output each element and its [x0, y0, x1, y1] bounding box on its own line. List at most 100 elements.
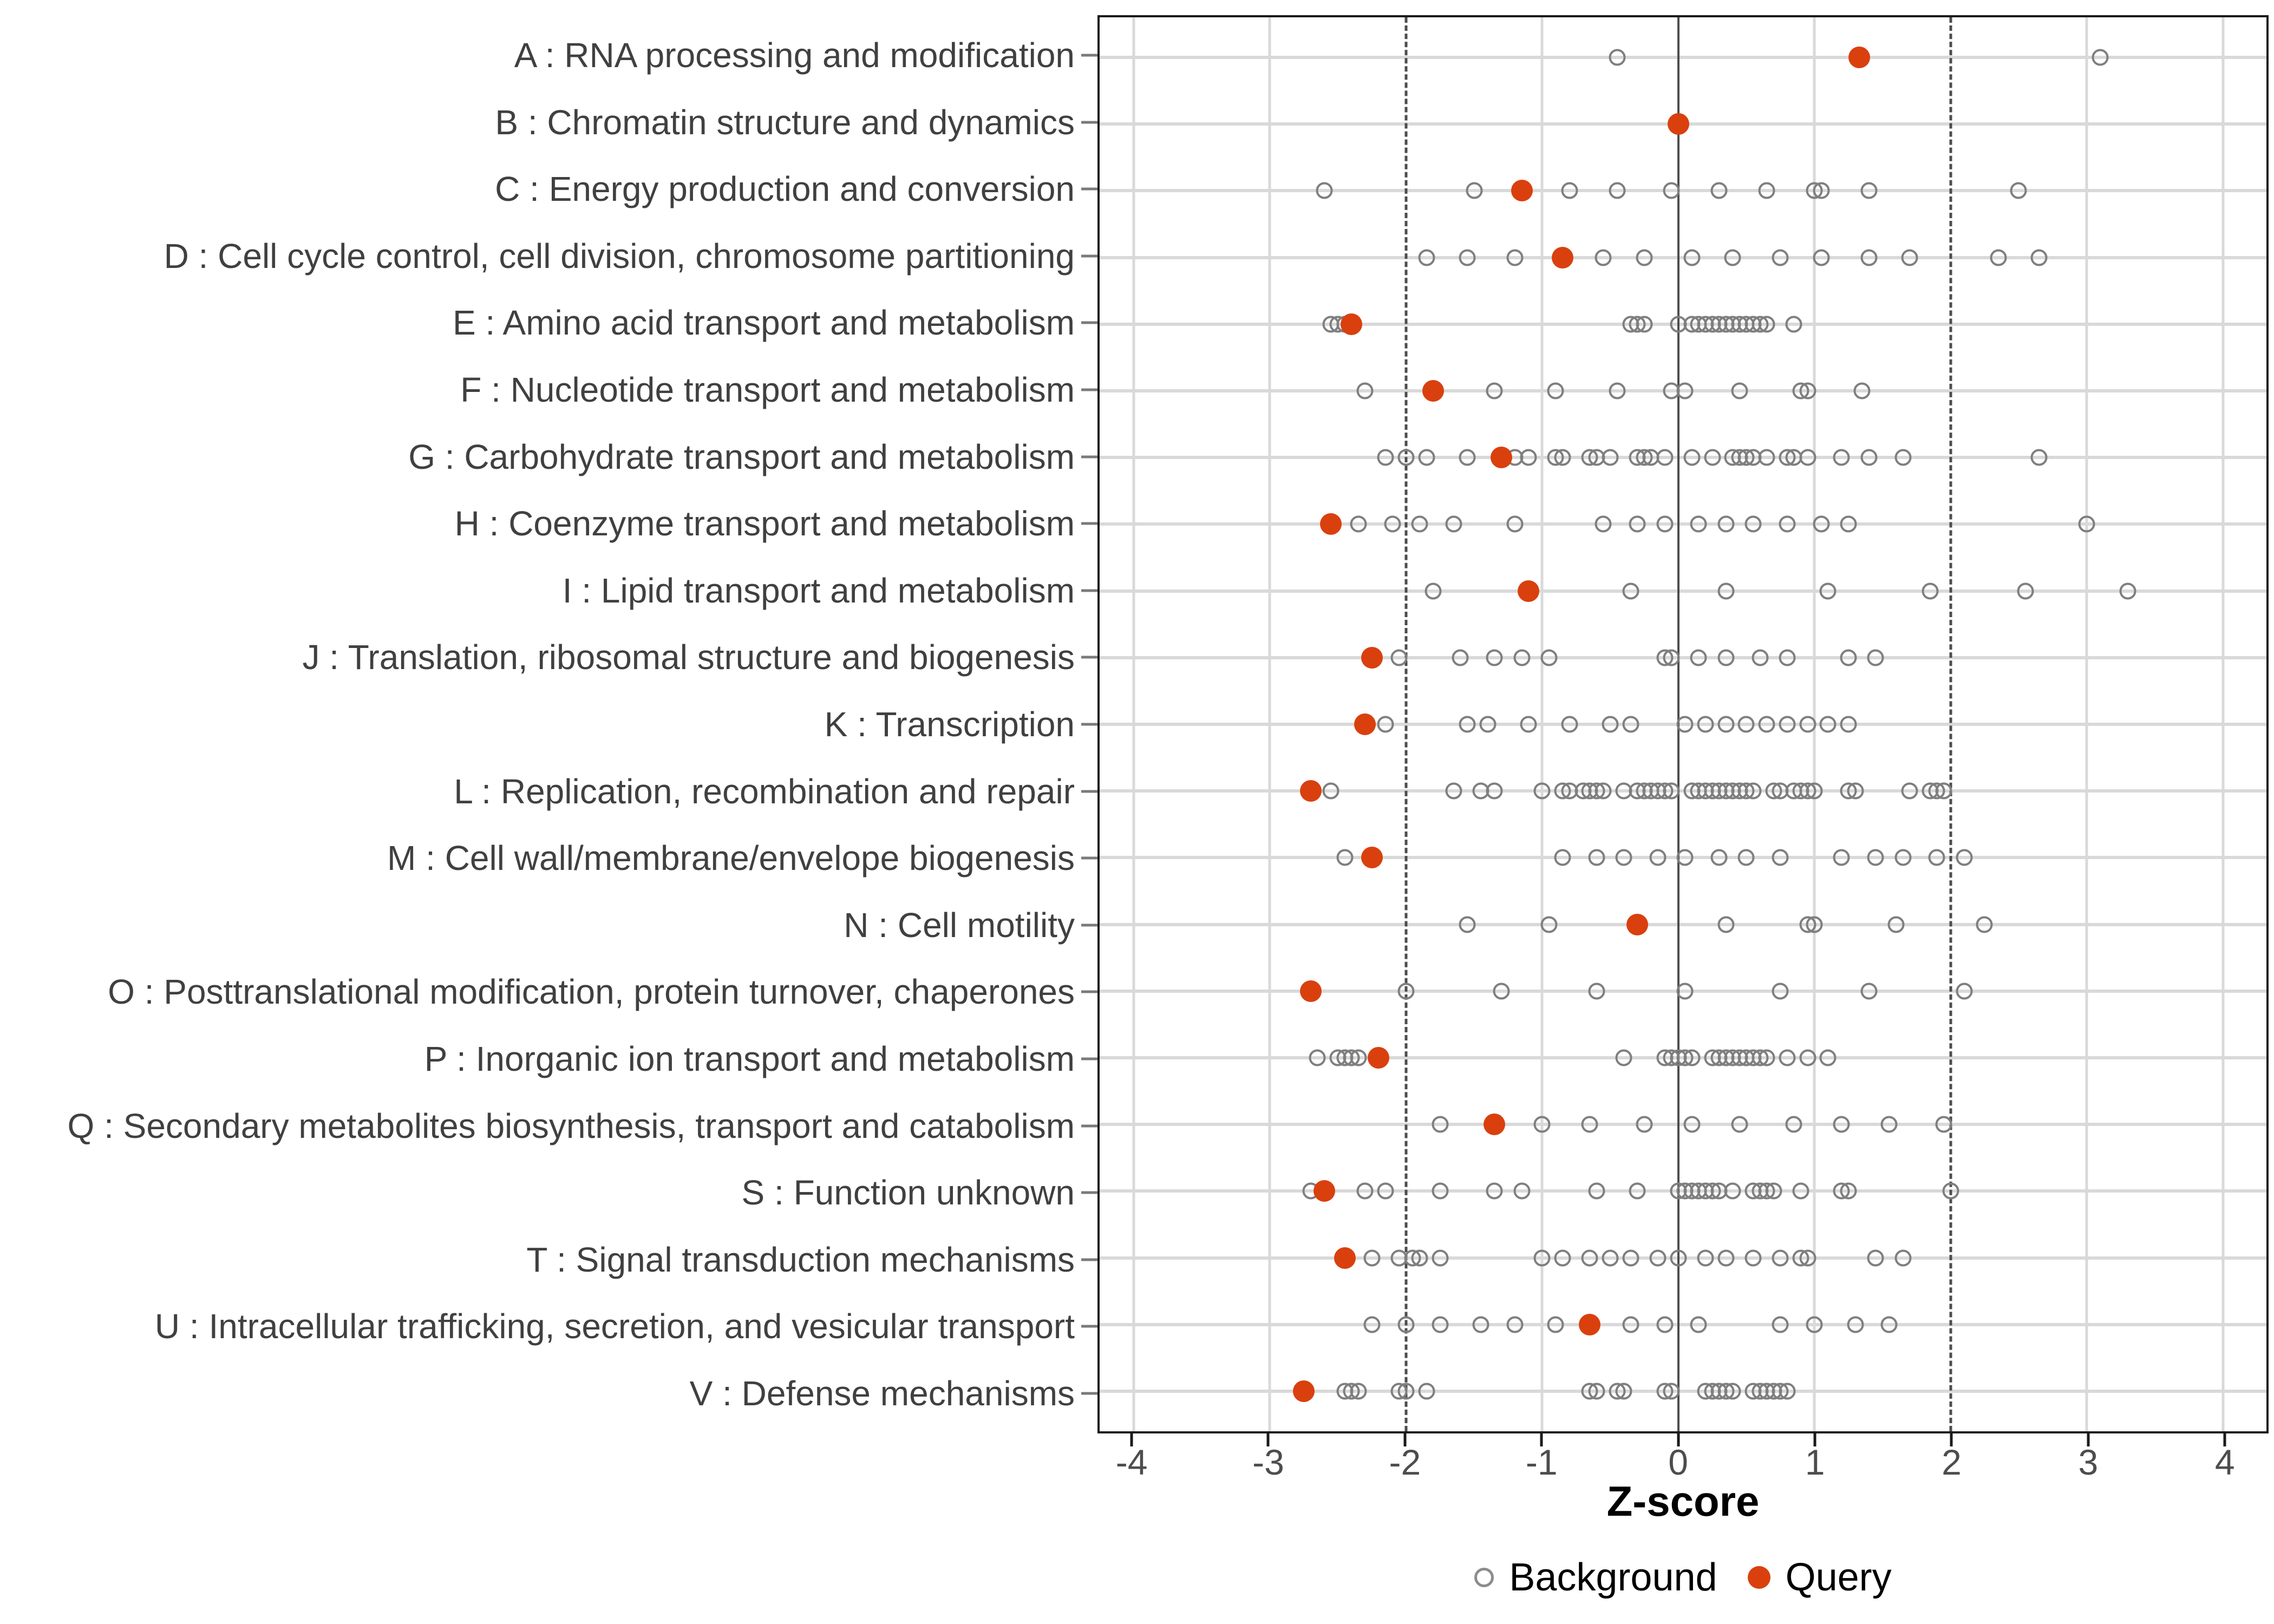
background-point: [1554, 449, 1571, 466]
background-point: [1772, 849, 1789, 866]
background-point: [1956, 849, 1973, 866]
y-tick-J: [1081, 656, 1097, 659]
background-point: [1758, 182, 1775, 199]
background-point: [1397, 1383, 1415, 1400]
background-point: [1595, 782, 1612, 800]
background-point: [1840, 716, 1857, 733]
background-point: [1690, 1316, 1707, 1333]
y-tick-G: [1081, 455, 1097, 459]
background-point: [1690, 649, 1707, 666]
background-point: [1663, 782, 1680, 800]
category-label-U: U : Intracellular trafficking, secretion…: [154, 1307, 1075, 1346]
gridline-row-A: [1100, 55, 2266, 59]
query-point: [1551, 246, 1573, 269]
background-point: [1649, 849, 1667, 866]
category-label-K: K : Transcription: [824, 705, 1075, 744]
background-point: [1860, 983, 1878, 1000]
gridline-row-U: [1100, 1322, 2266, 1326]
background-point: [1316, 182, 1333, 199]
background-point: [1894, 449, 1912, 466]
background-point: [1459, 449, 1476, 466]
background-point: [1840, 649, 1857, 666]
x-tick-label--4: -4: [1115, 1442, 1148, 1482]
background-point: [1547, 382, 1564, 400]
background-point: [1588, 1182, 1605, 1200]
background-point: [1860, 449, 1878, 466]
gridline-row-L: [1100, 789, 2266, 793]
background-point: [1731, 1116, 1748, 1133]
background-point: [1867, 849, 1884, 866]
background-point: [1615, 1049, 1632, 1066]
y-tick-U: [1081, 1325, 1097, 1328]
x-tick-2: [1950, 1433, 1953, 1446]
category-label-N: N : Cell motility: [844, 905, 1075, 945]
background-point: [1390, 649, 1408, 666]
background-point: [1459, 716, 1476, 733]
gridline-row-Q: [1100, 1123, 2266, 1127]
background-point: [1636, 249, 1653, 266]
background-point: [1622, 1249, 1639, 1267]
background-point: [2017, 582, 2034, 600]
query-point: [1484, 1114, 1506, 1136]
x-tick--2: [1403, 1433, 1407, 1446]
y-tick-L: [1081, 790, 1097, 793]
background-point: [1472, 1316, 1489, 1333]
background-point: [1309, 1049, 1326, 1066]
background-point: [1847, 1316, 1864, 1333]
background-point: [1901, 782, 1918, 800]
query-point: [1667, 113, 1689, 135]
background-point: [1779, 1049, 1796, 1066]
background-point: [1717, 582, 1735, 600]
background-point: [1432, 1249, 1449, 1267]
category-label-O: O : Posttranslational modification, prot…: [108, 972, 1075, 1012]
background-point: [1609, 182, 1626, 199]
x-tick-0: [1677, 1433, 1680, 1446]
background-point: [2119, 582, 2136, 600]
background-point: [1840, 515, 1857, 533]
background-point: [1785, 1116, 1802, 1133]
y-axis-labels: A : RNA processing and modification B : C…: [0, 15, 1075, 1433]
query-point: [1361, 847, 1383, 869]
category-label-S: S : Function unknown: [741, 1173, 1075, 1213]
category-label-T: T : Signal transduction mechanisms: [526, 1240, 1075, 1279]
query-point: [1334, 1247, 1356, 1269]
background-point: [1445, 782, 1462, 800]
category-label-C: C : Energy production and conversion: [495, 169, 1075, 209]
background-point: [1663, 182, 1680, 199]
background-point: [1813, 249, 1830, 266]
background-point: [1880, 1116, 1898, 1133]
background-point: [1799, 449, 1816, 466]
background-point: [1397, 1316, 1415, 1333]
background-point: [1377, 716, 1394, 733]
background-point: [1663, 649, 1680, 666]
x-tick-3: [2087, 1433, 2090, 1446]
background-point: [1411, 1249, 1428, 1267]
background-point: [1710, 182, 1728, 199]
background-point: [1867, 1249, 1884, 1267]
gridline-x--4: [1132, 17, 1135, 1431]
category-label-J: J : Translation, ribosomal structure and…: [302, 638, 1075, 677]
background-point: [1588, 1383, 1605, 1400]
background-point: [1717, 916, 1735, 933]
background-point: [1758, 316, 1775, 333]
background-point: [1901, 249, 1918, 266]
background-point: [1779, 649, 1796, 666]
category-label-H: H : Coenzyme transport and metabolism: [454, 504, 1075, 543]
background-point: [1928, 849, 1945, 866]
background-point: [1363, 1316, 1381, 1333]
background-point: [1737, 716, 1755, 733]
background-point: [1418, 249, 1435, 266]
background-point: [1486, 782, 1503, 800]
background-point: [1336, 849, 1354, 866]
y-tick-H: [1081, 522, 1097, 525]
y-tick-O: [1081, 990, 1097, 993]
background-point: [1690, 515, 1707, 533]
background-point: [1513, 649, 1531, 666]
y-tick-I: [1081, 589, 1097, 592]
gridline-x-4: [2221, 17, 2225, 1431]
background-point: [1772, 983, 1789, 1000]
category-label-L: L : Replication, recombination and repai…: [454, 771, 1075, 811]
background-point: [1432, 1182, 1449, 1200]
background-point: [1384, 515, 1401, 533]
background-point: [1813, 182, 1830, 199]
